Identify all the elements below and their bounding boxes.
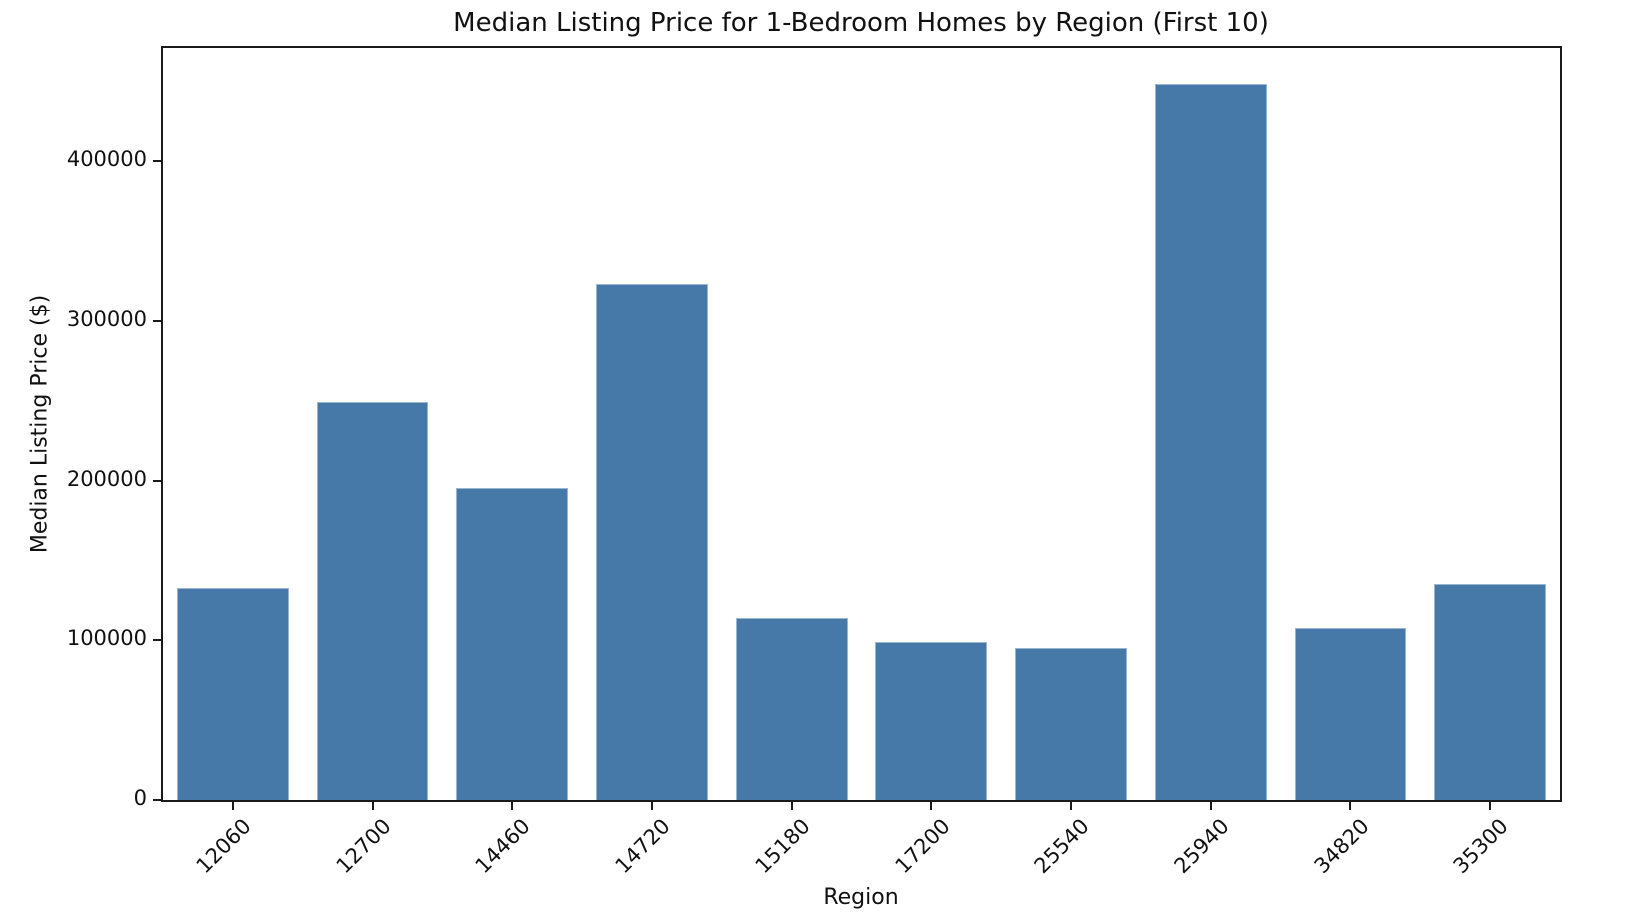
x-tick-mark (650, 802, 653, 810)
y-tick-mark (153, 160, 161, 163)
x-tick-label: 12700 (331, 814, 396, 879)
y-axis-label: Median Listing Price ($) (27, 294, 53, 554)
x-tick-label: 25540 (1029, 814, 1095, 879)
x-tick-mark (1070, 802, 1073, 810)
chart-title: Median Listing Price for 1-Bedroom Homes… (453, 8, 1269, 38)
x-tick-label: 25940 (1169, 814, 1234, 879)
bar-17200 (875, 641, 988, 800)
x-tick-label: 12060 (191, 814, 256, 879)
x-tick-mark (1349, 802, 1352, 810)
x-tick-mark (930, 802, 933, 810)
y-tick-mark (153, 479, 161, 482)
x-tick-label: 14720 (610, 814, 675, 879)
x-axis-label: Region (823, 885, 899, 910)
x-tick-mark (1489, 802, 1492, 810)
x-tick-mark (790, 802, 793, 810)
y-tick-mark (153, 320, 161, 323)
bar-12700 (316, 401, 429, 800)
bar-25940 (1154, 84, 1267, 800)
bar-14720 (596, 283, 708, 800)
y-tick-mark (153, 799, 161, 801)
x-tick-mark (231, 802, 234, 810)
y-tick-mark (153, 639, 161, 642)
bar-12060 (176, 588, 289, 800)
bar-34820 (1294, 627, 1407, 800)
x-tick-label: 17200 (890, 814, 955, 879)
x-tick-mark (371, 802, 374, 810)
x-tick-label: 34820 (1309, 814, 1374, 879)
bar-14460 (456, 487, 569, 800)
x-tick-label: 35300 (1448, 814, 1514, 879)
x-tick-label: 14460 (471, 814, 536, 879)
x-tick-mark (511, 802, 514, 810)
y-tick-label: 300000 (66, 307, 147, 332)
y-tick-label: 100000 (66, 626, 147, 651)
bar-25540 (1015, 647, 1127, 800)
plot-area (161, 46, 1562, 802)
bar-15180 (735, 618, 848, 800)
y-tick-label: 200000 (66, 466, 147, 491)
bar-35300 (1434, 583, 1547, 800)
y-tick-label: 400000 (66, 147, 147, 172)
x-tick-label: 15180 (750, 814, 815, 879)
x-tick-mark (1209, 802, 1212, 810)
y-tick-label: 0 (133, 786, 147, 810)
